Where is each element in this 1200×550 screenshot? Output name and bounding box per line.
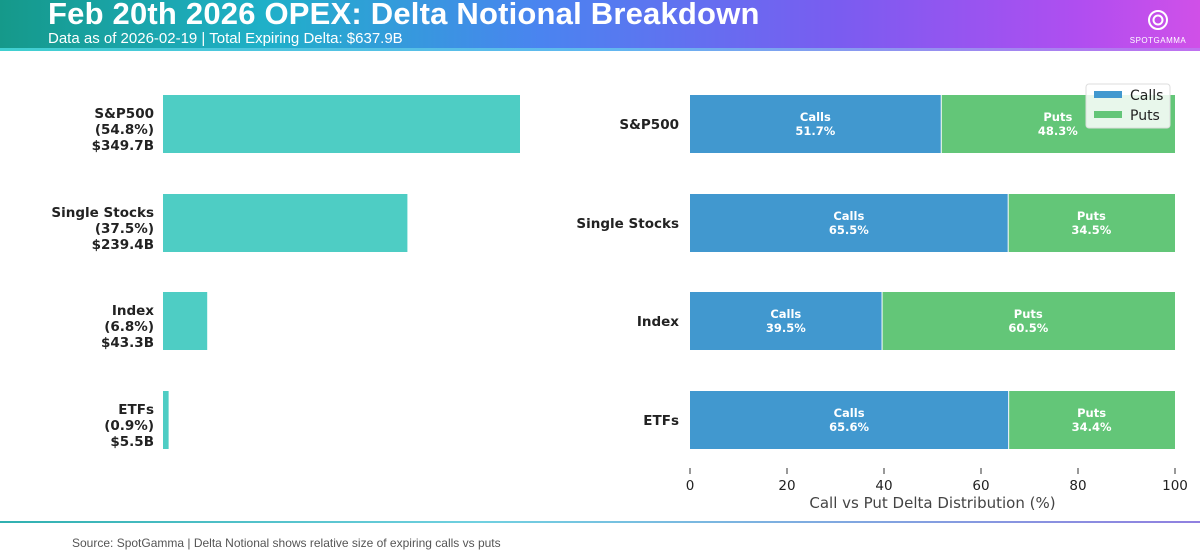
bar-series-label: Calls: [834, 406, 865, 420]
bar-percent-label: 60.5%: [1008, 321, 1048, 335]
x-tick-label: 40: [875, 478, 892, 494]
bar-percent-label: 48.3%: [1038, 124, 1078, 138]
bar-series-label: Puts: [1077, 406, 1106, 420]
bar-percent-label: 39.5%: [766, 321, 806, 335]
left-bar-0: [163, 95, 520, 153]
left-bar-label: S&P500: [94, 106, 154, 122]
left-bar-1: [163, 194, 408, 252]
bar-series-label: Puts: [1014, 307, 1043, 321]
bar-series-label: Calls: [800, 110, 831, 124]
legend-label: Calls: [1130, 88, 1163, 104]
bar-series-label: Calls: [770, 307, 801, 321]
footer-divider: [0, 521, 1200, 523]
stacked-bar-puts: [1009, 391, 1175, 449]
left-bar-label: ETFs: [118, 402, 154, 418]
left-bar-3: [163, 391, 169, 449]
left-bar-label: Single Stocks: [51, 205, 154, 221]
page-title: Feb 20th 2026 OPEX: Delta Notional Break…: [48, 0, 760, 31]
legend-swatch-calls: [1094, 91, 1122, 98]
bar-percent-label: 34.4%: [1072, 420, 1112, 434]
stacked-bar-puts: [882, 292, 1175, 350]
right-category-label: ETFs: [643, 413, 679, 429]
left-bar-label: (54.8%): [95, 122, 154, 138]
legend-swatch-puts: [1094, 111, 1122, 118]
bar-percent-label: 34.5%: [1071, 223, 1111, 237]
header-divider: [0, 48, 1200, 51]
bar-series-label: Puts: [1077, 209, 1106, 223]
left-bar-label: (6.8%): [104, 319, 154, 335]
x-tick-label: 0: [686, 478, 695, 494]
left-bar-label: (0.9%): [104, 418, 154, 434]
x-tick-label: 80: [1069, 478, 1086, 494]
stacked-bar-calls: [690, 194, 1008, 252]
right-category-label: S&P500: [619, 117, 679, 133]
left-bar-label: $43.3B: [101, 335, 154, 351]
left-bar-label: $239.4B: [92, 237, 154, 253]
left-bar-label: $5.5B: [110, 434, 154, 450]
spotgamma-logo-icon: [1148, 10, 1168, 30]
legend-label: Puts: [1130, 108, 1160, 124]
header-banner: Feb 20th 2026 OPEX: Delta Notional Break…: [0, 0, 1200, 48]
stacked-bar-calls: [690, 391, 1009, 449]
left-bar-2: [163, 292, 208, 350]
x-axis-title: Call vs Put Delta Distribution (%): [809, 494, 1055, 512]
bar-percent-label: 65.6%: [829, 420, 869, 434]
x-tick-label: 60: [972, 478, 989, 494]
bar-percent-label: 65.5%: [829, 223, 869, 237]
logo-text: SPOTGAMMA: [1129, 36, 1187, 45]
left-bar-label: Index: [112, 303, 154, 319]
spotgamma-logo: SPOTGAMMA: [1118, 4, 1198, 45]
left-bar-label: $349.7B: [92, 138, 154, 154]
left-bar-label: (37.5%): [95, 221, 154, 237]
page-subtitle: Data as of 2026-02-19 | Total Expiring D…: [48, 30, 403, 47]
bar-percent-label: 51.7%: [795, 124, 835, 138]
stacked-bar-calls: [690, 292, 882, 350]
right-category-label: Index: [637, 314, 679, 330]
stacked-bar-calls: [690, 95, 941, 153]
x-tick-label: 100: [1162, 478, 1188, 494]
footer-source: Source: SpotGamma | Delta Notional shows…: [72, 536, 501, 550]
bar-series-label: Calls: [833, 209, 864, 223]
bar-series-label: Puts: [1043, 110, 1072, 124]
stacked-bar-puts: [1008, 194, 1175, 252]
x-tick-label: 20: [778, 478, 795, 494]
right-category-label: Single Stocks: [576, 216, 679, 232]
